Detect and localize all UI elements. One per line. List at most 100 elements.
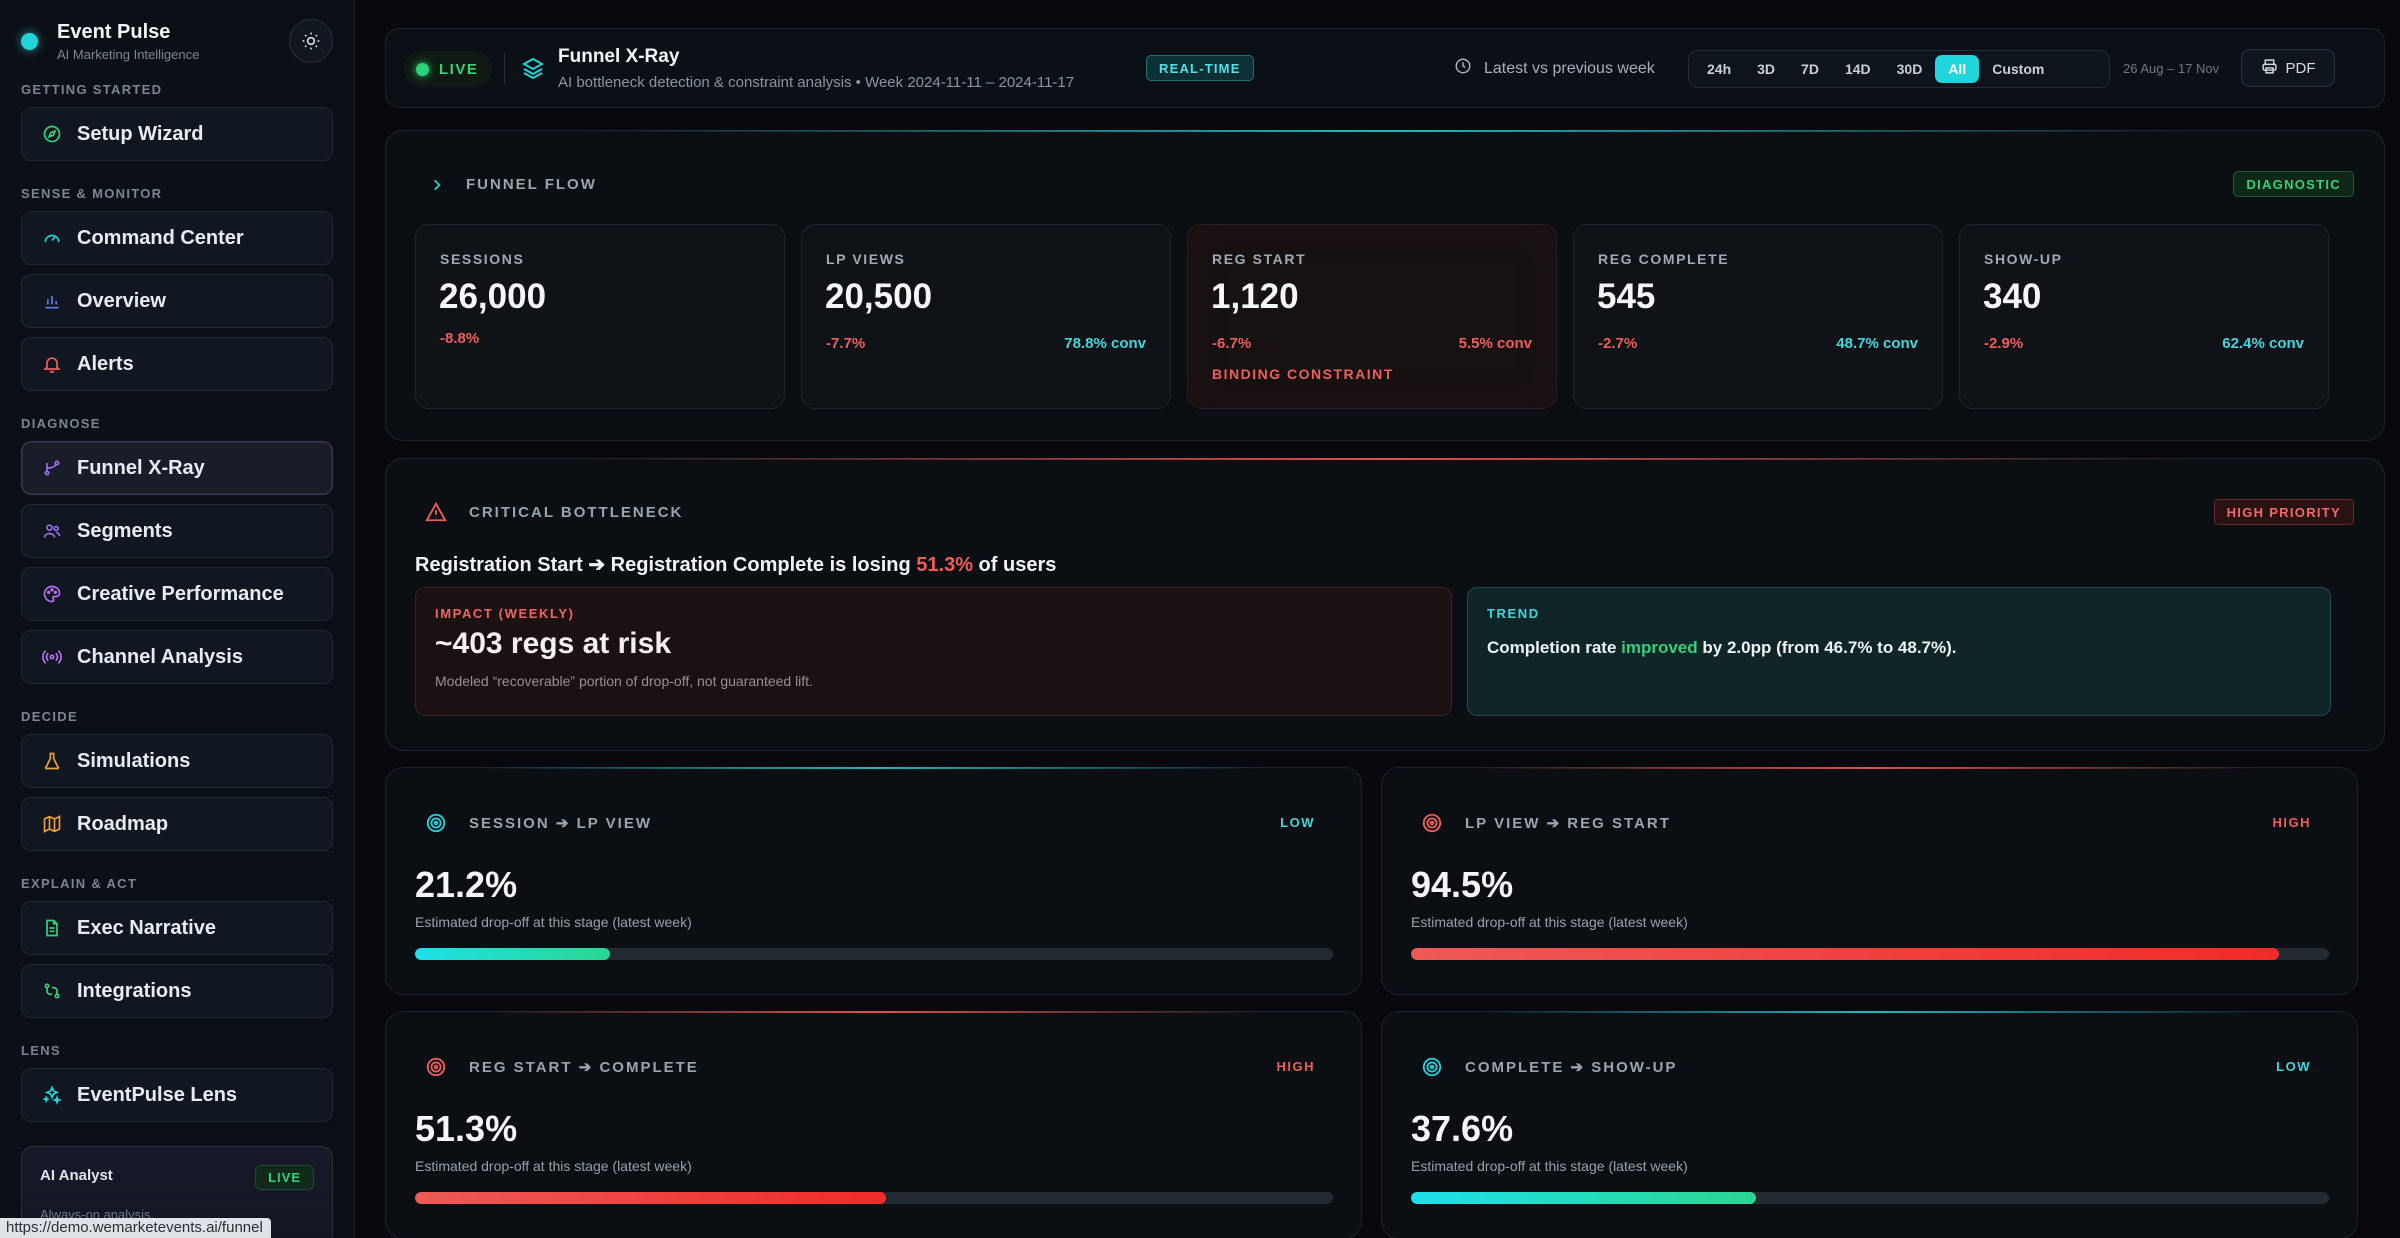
target-icon (425, 812, 447, 834)
sidebar-item-label: Creative Performance (77, 582, 284, 605)
stage-conversion: 48.7% conv (1836, 335, 1918, 352)
live-indicator: LIVE (404, 51, 493, 87)
target-icon (1421, 1056, 1443, 1078)
sidebar-item-label: Overview (77, 289, 166, 312)
sidebar-item-label: Exec Narrative (77, 916, 216, 939)
sidebar-item-overview[interactable]: Overview (21, 274, 333, 328)
browser-status-url: https://demo.wemarketevents.ai/funnel (0, 1218, 271, 1238)
brand-logo-dot (21, 32, 38, 50)
diagnostic-badge: DIAGNOSTIC (2233, 171, 2354, 197)
realtime-badge: REAL-TIME (1146, 55, 1254, 81)
dropoff-card-lp-regstart[interactable]: LP VIEW ➔ REG START HIGH 94.5% Estimated… (1381, 767, 2358, 995)
impact-label: IMPACT (WEEKLY) (435, 606, 575, 621)
dropoff-card-complete-showup[interactable]: COMPLETE ➔ SHOW-UP LOW 37.6% Estimated d… (1381, 1011, 2358, 1238)
dropoff-card-session-lp[interactable]: SESSION ➔ LP VIEW LOW 21.2% Estimated dr… (385, 767, 1362, 995)
clock-icon (1454, 57, 1472, 80)
section-label-explain-act: EXPLAIN & ACT (21, 876, 138, 891)
stage-label: SESSIONS (440, 251, 525, 267)
section-label-decide: DECIDE (21, 709, 78, 724)
funnel-stage-sessions[interactable]: SESSIONS 26,000 -8.8% (415, 224, 785, 409)
comparison-text: Latest vs previous week (1484, 59, 1655, 77)
palette-icon (41, 583, 63, 605)
stage-conversion: 78.8% conv (1064, 335, 1146, 352)
sidebar-item-exec-narrative[interactable]: Exec Narrative (21, 901, 333, 955)
sidebar-item-label: Funnel X-Ray (77, 456, 205, 479)
dropoff-heading: LP VIEW ➔ REG START (1421, 812, 1671, 834)
funnel-stage-show-up[interactable]: SHOW-UP 340 -2.9% 62.4% conv (1959, 224, 2329, 409)
stage-value: 26,000 (439, 277, 547, 316)
panel-glow (483, 1011, 1264, 1013)
ai-analyst-status-badge: LIVE (255, 1165, 314, 1190)
funnel-flow-panel: FUNNEL FLOW DIAGNOSTIC SESSIONS 26,000 -… (385, 130, 2385, 441)
brand-name: Event Pulse (57, 20, 171, 43)
sidebar-item-alerts[interactable]: Alerts (21, 337, 333, 391)
sidebar-item-eventpulse-lens[interactable]: EventPulse Lens (21, 1068, 333, 1122)
severity-badge: LOW (1280, 815, 1315, 830)
sidebar-item-command-center[interactable]: Command Center (21, 211, 333, 265)
sidebar-item-channel-analysis[interactable]: Channel Analysis (21, 630, 333, 684)
funnel-stage-reg-start[interactable]: REG START 1,120 -6.7% 5.5% conv BINDING … (1187, 224, 1557, 409)
range-option-custom[interactable]: Custom (1992, 61, 2045, 77)
dropoff-progress-bar (1411, 948, 2329, 960)
dropoff-heading: SESSION ➔ LP VIEW (425, 812, 652, 834)
range-option-24h[interactable]: 24h (1707, 61, 1732, 77)
sidebar-item-funnel-x-ray[interactable]: Funnel X-Ray (21, 441, 333, 495)
sidebar-item-setup-wizard[interactable]: Setup Wizard (21, 107, 333, 161)
export-pdf-button[interactable]: PDF (2241, 49, 2335, 87)
sidebar-item-label: Alerts (77, 352, 134, 375)
sidebar-item-label: Segments (77, 519, 173, 542)
git-branch-icon (41, 457, 63, 479)
funnel-stage-lp-views[interactable]: LP VIEWS 20,500 -7.7% 78.8% conv (801, 224, 1171, 409)
panel-glow (483, 767, 1264, 769)
theme-toggle-button[interactable] (289, 19, 333, 63)
trend-label: TREND (1487, 606, 1540, 621)
sidebar-item-segments[interactable]: Segments (21, 504, 333, 558)
sidebar-item-label: Roadmap (77, 812, 169, 835)
trend-text: Completion rate improved by 2.0pp (from … (1487, 638, 2311, 658)
stage-label: REG START (1212, 251, 1307, 267)
dropoff-heading: REG START ➔ COMPLETE (425, 1056, 699, 1078)
dropoff-progress-fill (415, 948, 610, 960)
page-header: LIVE Funnel X-Ray AI bottleneck detectio… (385, 28, 2385, 108)
comparison-label[interactable]: Latest vs previous week (1454, 57, 1655, 80)
sidebar-item-integrations[interactable]: Integrations (21, 964, 333, 1018)
dropoff-percent: 94.5% (1411, 864, 1514, 905)
range-option-7d[interactable]: 7D (1801, 61, 1819, 77)
sidebar-item-roadmap[interactable]: Roadmap (21, 797, 333, 851)
critical-bottleneck-panel: CRITICAL BOTTLENECK HIGH PRIORITY Regist… (385, 458, 2385, 751)
ai-analyst-title: AI Analyst (40, 1167, 113, 1184)
severity-badge: HIGH (1276, 1059, 1315, 1074)
sidebar-item-simulations[interactable]: Simulations (21, 734, 333, 788)
dropoff-progress-fill (415, 1192, 886, 1204)
sidebar-item-creative-performance[interactable]: Creative Performance (21, 567, 333, 621)
dropoff-description: Estimated drop-off at this stage (latest… (415, 914, 692, 930)
page-title: Funnel X-Ray (558, 46, 680, 67)
range-option-14d[interactable]: 14D (1844, 61, 1871, 77)
sun-icon (302, 32, 320, 50)
impact-value: ~403 regs at risk (435, 627, 672, 660)
sidebar-item-label: Channel Analysis (77, 645, 243, 668)
funnel-stage-reg-complete[interactable]: REG COMPLETE 545 -2.7% 48.7% conv (1573, 224, 1943, 409)
funnel-flow-title: FUNNEL FLOW (466, 176, 597, 193)
stage-change: -2.9% (1984, 335, 2024, 352)
time-range-selector: 24h 3D 7D 14D 30D All Custom (1688, 50, 2110, 88)
stage-label: LP VIEWS (826, 251, 906, 267)
radio-icon (41, 646, 63, 668)
bar-chart-icon (41, 290, 63, 312)
sparkles-icon (41, 1084, 63, 1106)
range-option-3d[interactable]: 3D (1757, 61, 1776, 77)
severity-badge: HIGH (2272, 815, 2311, 830)
compass-icon (41, 123, 63, 145)
severity-badge: LOW (2276, 1059, 2311, 1074)
dropoff-card-regstart-complete[interactable]: REG START ➔ COMPLETE HIGH 51.3% Estimate… (385, 1011, 1362, 1238)
dropoff-heading: COMPLETE ➔ SHOW-UP (1421, 1056, 1677, 1078)
range-option-30d[interactable]: 30D (1896, 61, 1923, 77)
trend-text-post: by 2.0pp (from 46.7% to 48.7%). (1697, 638, 1957, 657)
section-label-diagnose: DIAGNOSE (21, 416, 101, 431)
range-option-all[interactable]: All (1935, 55, 1980, 83)
stage-change: -2.7% (1598, 335, 1638, 352)
dropoff-progress-bar (415, 1192, 1333, 1204)
dropoff-description: Estimated drop-off at this stage (latest… (1411, 1158, 1688, 1174)
dropoff-description: Estimated drop-off at this stage (latest… (1411, 914, 1688, 930)
trend-text-pre: Completion rate (1487, 638, 1622, 657)
